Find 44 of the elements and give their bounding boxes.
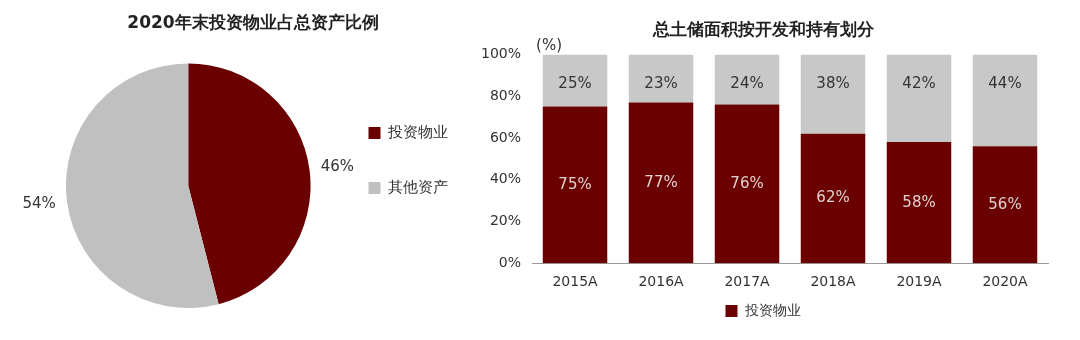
data-label: 54% [22,194,56,213]
bar [972,54,1038,147]
bar [714,104,780,264]
data-label: 46% [320,156,355,175]
data-label: 38% [816,74,850,93]
bar [542,54,608,107]
data-label: 75% [558,174,592,193]
data-label: 25% [558,74,592,93]
bar [800,54,866,134]
y-tick-label: 0% [498,253,522,270]
y-tick-label: 80% [489,86,522,103]
chart-title: 2020年末投资物业占总资产比例 [127,11,379,32]
data-label: 23% [644,74,678,93]
x-tick-label: 2016A [638,273,685,290]
data-label: 44% [988,74,1022,93]
x-tick-label: 2017A [724,273,771,290]
y-axis-title: (%) [536,36,562,55]
x-tick-label: 2020A [982,273,1029,290]
data-label: 56% [988,194,1022,213]
bar [714,54,780,105]
bar [972,146,1038,264]
data-label: 77% [644,172,678,191]
legend-label: 投资物业 [743,301,801,318]
data-label: 58% [902,192,936,211]
bar [628,54,694,103]
data-label: 42% [902,74,936,93]
data-label: 62% [816,188,850,207]
data-label: 76% [730,173,764,192]
legend-label: 投资物业 [387,122,448,141]
bar [886,54,952,143]
bar [800,133,866,264]
x-tick-label: 2015A [552,273,599,290]
y-tick-label: 100% [480,45,522,62]
legend-label: 其他资产 [388,177,448,196]
x-tick-label: 2018A [810,273,857,290]
bar [542,106,608,264]
chart-title: 总土储面积按开发和持有划分 [651,18,875,39]
data-label: 24% [730,74,764,93]
y-tick-label: 20% [489,212,522,229]
bar [628,102,694,264]
x-tick-label: 2019A [896,273,943,290]
bar [886,142,952,264]
y-tick-label: 60% [489,128,522,145]
y-tick-label: 40% [489,170,522,187]
